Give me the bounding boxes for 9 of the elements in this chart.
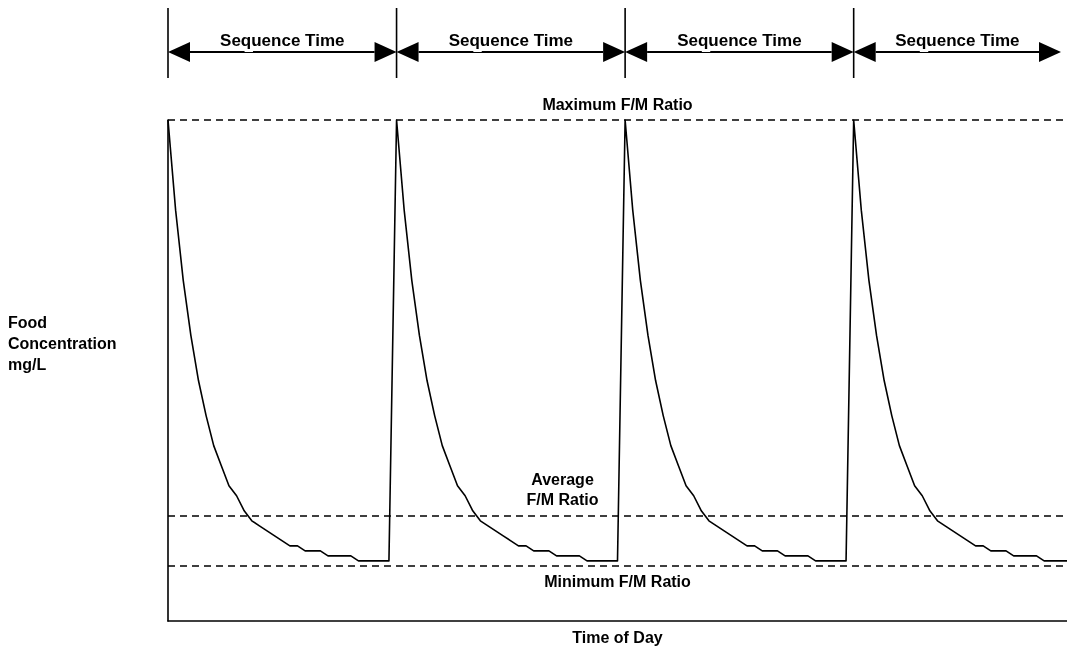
x-axis-title: Time of Day bbox=[572, 628, 663, 646]
y-axis-title: Food Concentration mg/L bbox=[8, 314, 121, 373]
ref-line-label: Minimum F/M Ratio bbox=[544, 573, 692, 591]
ref-line-label: Maximum F/M Ratio bbox=[542, 95, 693, 113]
text: Sequence Time bbox=[220, 31, 345, 50]
text: Sequence Time bbox=[895, 31, 1020, 50]
text: Sequence Time bbox=[448, 31, 574, 50]
ref-line-label: Average F/M Ratio bbox=[526, 471, 599, 509]
text: Sequence Time bbox=[677, 31, 802, 50]
